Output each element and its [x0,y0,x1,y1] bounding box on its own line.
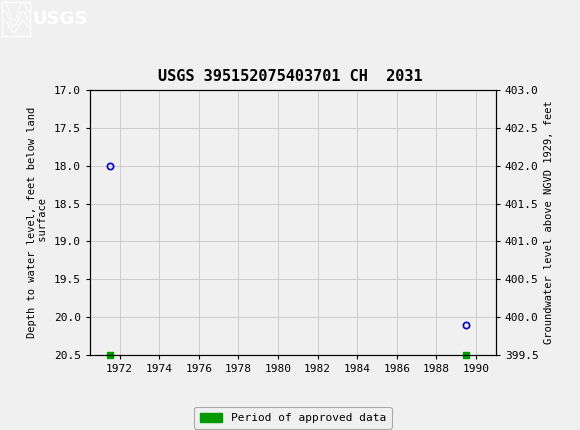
Bar [2,2,30,36]
Y-axis label: Groundwater level above NGVD 1929, feet: Groundwater level above NGVD 1929, feet [544,101,554,344]
Y-axis label: Depth to water level, feet below land
 surface: Depth to water level, feet below land su… [27,107,48,338]
Legend: Period of approved data: Period of approved data [194,407,392,429]
Text: USGS 395152075403701 CH  2031: USGS 395152075403701 CH 2031 [158,69,422,84]
Text: USGS: USGS [32,10,87,28]
